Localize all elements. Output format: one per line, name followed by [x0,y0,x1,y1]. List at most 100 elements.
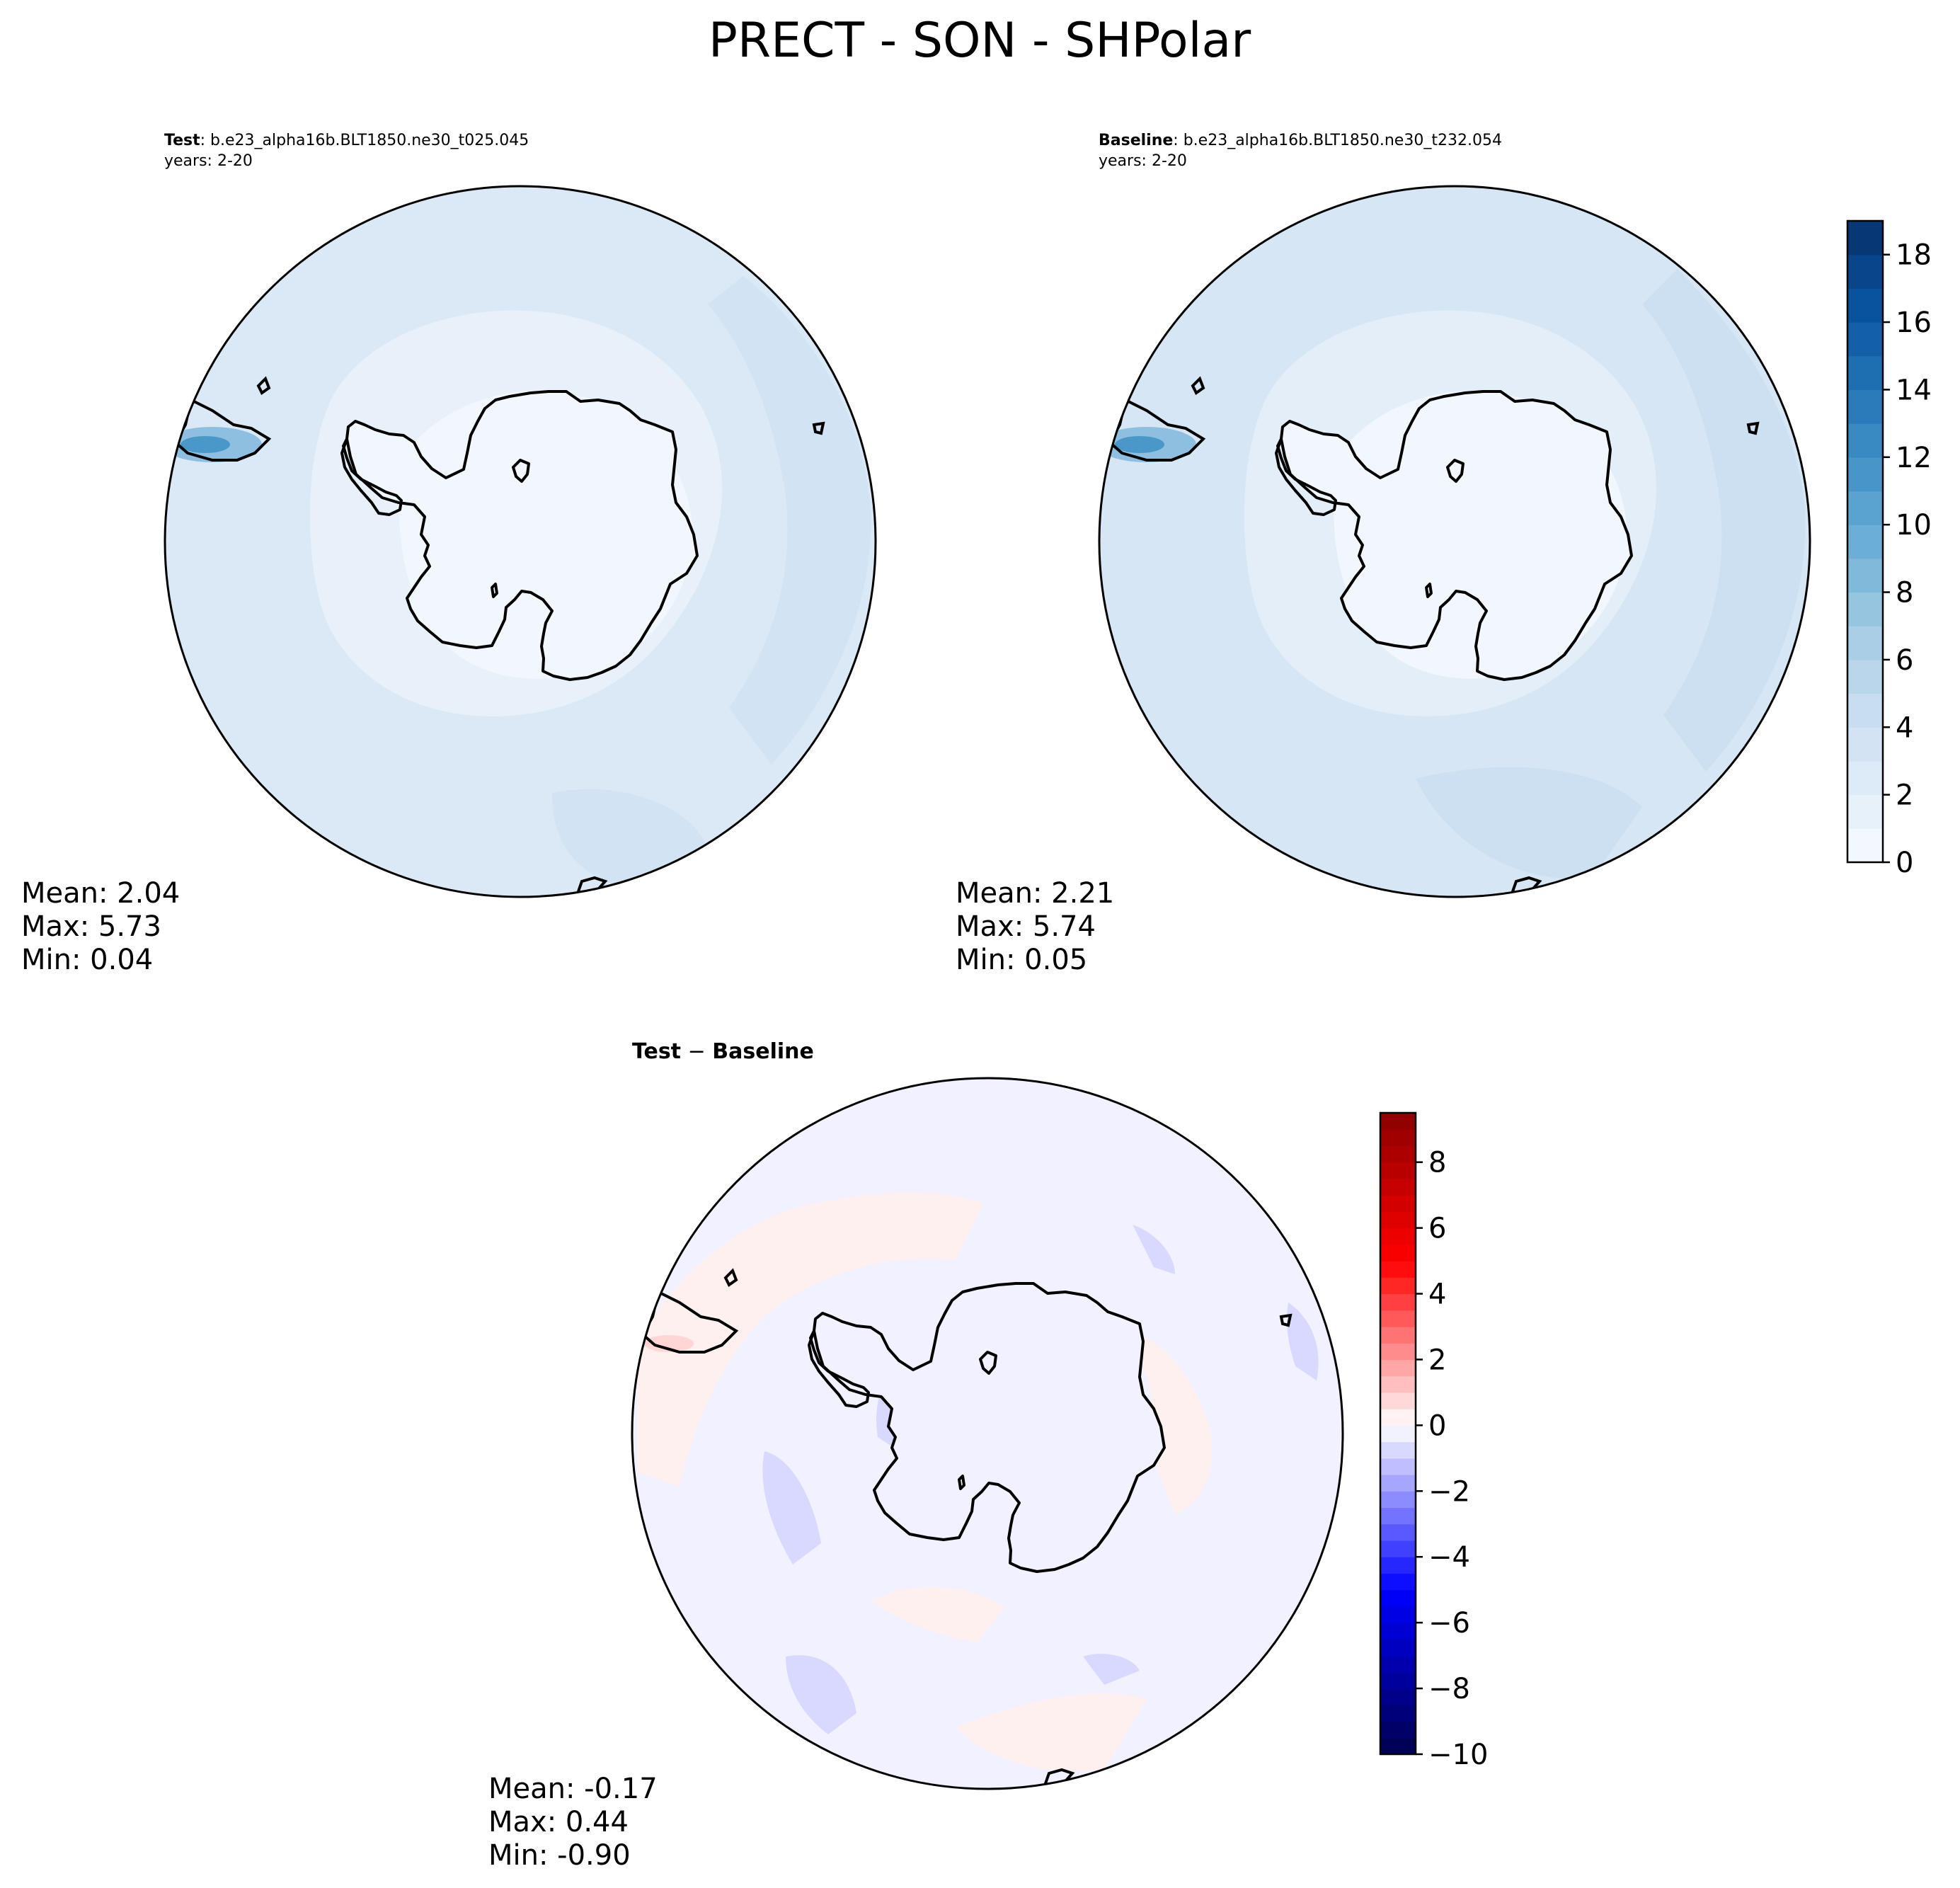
colorbar-tick-label: −10 [1428,1739,1488,1771]
colorbar-block [1380,1606,1416,1623]
diff-title: Test − Baseline [632,1039,814,1064]
colorbar-tick-label: 6 [1428,1213,1446,1245]
colorbar-block [1847,491,1883,525]
colorbar-tick-label: 2 [1896,779,1913,812]
colorbar-block [1847,525,1883,559]
test-max: Max: 5.73 [21,910,161,943]
baseline-min: Min: 0.05 [956,944,1087,976]
test-years: years: 2-20 [164,152,253,170]
test-min: Min: 0.04 [21,944,153,976]
colorbar-block [1380,1409,1416,1426]
diff-title-sep: − [681,1039,712,1064]
colorbar-block [1380,1705,1416,1722]
colorbar-block [1380,1441,1416,1459]
colorbar-block [1847,626,1883,660]
colorbar-block [1380,1425,1416,1443]
main-colorbar-blocks [1847,221,1883,863]
colorbar-block [1380,1540,1416,1557]
colorbar-block [1847,254,1883,289]
colorbar-tick-label: 0 [1428,1409,1446,1442]
colorbar-block [1380,1244,1416,1261]
colorbar-tick-label: 4 [1428,1278,1446,1311]
colorbar-block [1380,1688,1416,1705]
colorbar-block [1380,1162,1416,1179]
colorbar-block [1847,221,1883,256]
colorbar-block [1380,1228,1416,1245]
colorbar-block [1380,1589,1416,1607]
test-map-boundary [164,185,877,898]
diff-panel: Test − Baseline Me [488,1039,1344,1872]
colorbar-tick-label: 8 [1428,1147,1446,1179]
colorbar-block [1380,1475,1416,1492]
baseline-case-name: : b.e23_alpha16b.BLT1850.ne30_t232.054 [1173,132,1502,149]
colorbar-block [1380,1145,1416,1163]
colorbar-block [1380,1623,1416,1640]
diff-max: Max: 0.44 [488,1806,629,1838]
colorbar-tick-label: 6 [1896,644,1913,677]
colorbar-block [1847,457,1883,492]
colorbar-block [1847,288,1883,323]
colorbar-block [1847,322,1883,357]
diff-title-baseline: Baseline [712,1039,814,1064]
colorbar-block [1380,1343,1416,1361]
colorbar-block [1847,558,1883,593]
colorbar-tick-label: 10 [1896,509,1932,542]
colorbar-block [1380,1327,1416,1344]
colorbar-block [1847,355,1883,391]
colorbar-block [1380,1211,1416,1229]
figure-title: PRECT - SON - SHPolar [709,13,1251,69]
colorbar-block [1380,1671,1416,1689]
colorbar-block [1380,1261,1416,1278]
colorbar-block [1847,828,1883,863]
colorbar-block [1380,1491,1416,1509]
colorbar-block [1380,1310,1416,1327]
colorbar-block [1847,389,1883,424]
colorbar-block [1380,1639,1416,1657]
baseline-label-bold: Baseline [1099,132,1173,149]
colorbar-tick-label: 2 [1428,1344,1446,1376]
colorbar-tick-label: 0 [1896,847,1913,879]
test-label-bold: Test [164,132,200,149]
diff-colorbar: −10 −8 −6 −4 −2 0 2 4 6 8 [1379,1111,1488,1771]
colorbar-block [1847,760,1883,796]
baseline-panel-label: Baseline: b.e23_alpha16b.BLT1850.ne30_t2… [1099,132,1502,149]
diff-colorbar-blocks [1380,1113,1416,1755]
colorbar-block [1847,794,1883,829]
colorbar-tick-label: −4 [1428,1541,1470,1574]
test-mean: Mean: 2.04 [21,877,180,910]
colorbar-tick-label: 18 [1896,239,1932,272]
colorbar-block [1380,1113,1416,1130]
diff-colorbar-ticks: −10 −8 −6 −4 −2 0 2 4 6 8 [1416,1147,1488,1771]
colorbar-block [1380,1523,1416,1541]
colorbar-block [1380,1557,1416,1574]
colorbar-tick-label: 12 [1896,442,1932,474]
colorbar-block [1380,1392,1416,1409]
colorbar-block [1380,1458,1416,1475]
colorbar-tick-label: −8 [1428,1673,1470,1705]
colorbar-block [1847,693,1883,728]
baseline-panel: Baseline: b.e23_alpha16b.BLT1850.ne30_t2… [956,132,1811,976]
colorbar-block [1380,1293,1416,1311]
colorbar-block [1380,1359,1416,1377]
diff-mean: Mean: -0.17 [488,1773,658,1805]
colorbar-block [1380,1721,1416,1739]
colorbar-block [1847,592,1883,627]
colorbar-tick-label: 8 [1896,577,1913,610]
colorbar-block [1380,1277,1416,1295]
baseline-mean: Mean: 2.21 [956,877,1114,910]
baseline-max: Max: 5.74 [956,910,1096,943]
diff-title-test: Test [632,1039,681,1064]
colorbar-block [1380,1129,1416,1147]
diff-map-boundary [631,1077,1344,1790]
colorbar-block [1380,1573,1416,1591]
test-panel-label: Test: b.e23_alpha16b.BLT1850.ne30_t025.0… [164,132,529,149]
colorbar-tick-label: 14 [1896,374,1932,406]
colorbar-tick-label: −2 [1428,1475,1470,1508]
baseline-years: years: 2-20 [1099,152,1187,170]
main-colorbar-ticks: 0 2 4 6 8 10 12 14 16 18 [1883,239,1932,879]
colorbar-block [1380,1195,1416,1212]
test-case-name: : b.e23_alpha16b.BLT1850.ne30_t025.045 [200,132,529,149]
colorbar-block [1847,727,1883,762]
colorbar-block [1380,1507,1416,1525]
